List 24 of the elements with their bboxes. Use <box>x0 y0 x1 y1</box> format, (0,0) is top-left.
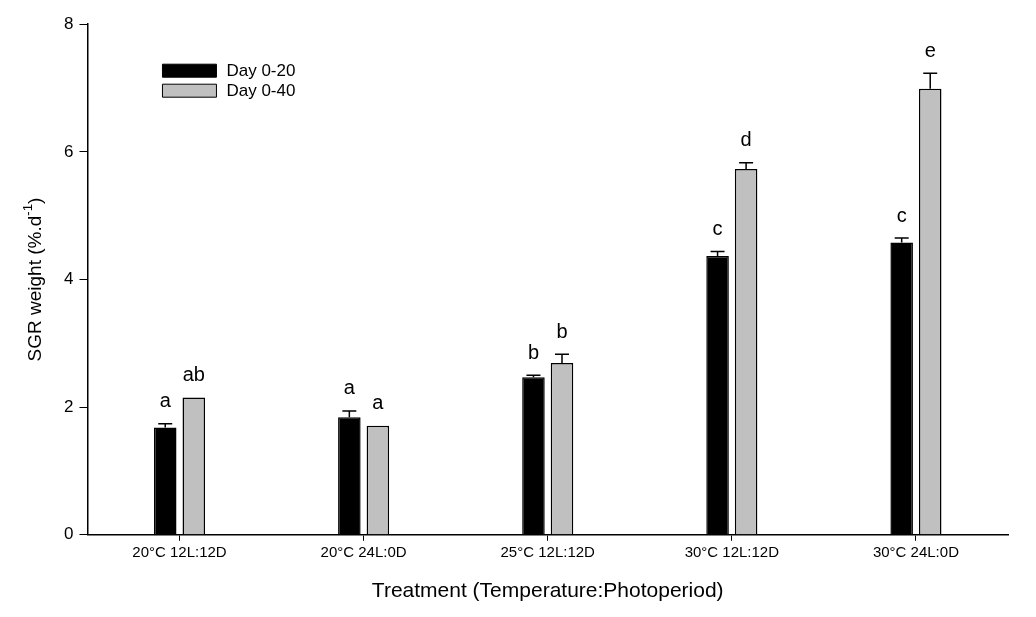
y-tick-label: 0 <box>63 524 74 544</box>
x-tick-label: 30°C 24L:0D <box>872 542 960 560</box>
y-tick-label: 4 <box>63 269 74 289</box>
data-label: d <box>740 128 752 151</box>
y-tick-label: 6 <box>63 141 74 161</box>
y-tick-label: 8 <box>63 13 74 33</box>
data-label: e <box>924 38 936 61</box>
x-axis-title: Treatment (Temperature:Photoperiod) <box>371 578 724 602</box>
data-label: c <box>896 203 907 226</box>
legend-label: Day 0-20 <box>226 60 296 80</box>
x-tick-label: 20°C 24L:0D <box>320 542 407 560</box>
legend-label: Day 0-40 <box>226 80 296 100</box>
x-tick-label: 25°C 12L:12D <box>500 542 596 560</box>
x-tick-label: 30°C 12L:12D <box>684 542 780 560</box>
data-label: ab <box>182 363 205 386</box>
data-label: a <box>343 376 356 399</box>
data-label: a <box>372 391 385 414</box>
data-label: c <box>712 216 723 239</box>
y-tick-label: 2 <box>63 396 74 416</box>
x-tick-label: 20°C 12L:12D <box>132 542 227 560</box>
data-label: b <box>527 340 540 363</box>
y-axis-title: SGR weight (%.d-1) <box>20 197 46 362</box>
data-label: b <box>556 319 568 342</box>
data-label: a <box>159 389 172 412</box>
